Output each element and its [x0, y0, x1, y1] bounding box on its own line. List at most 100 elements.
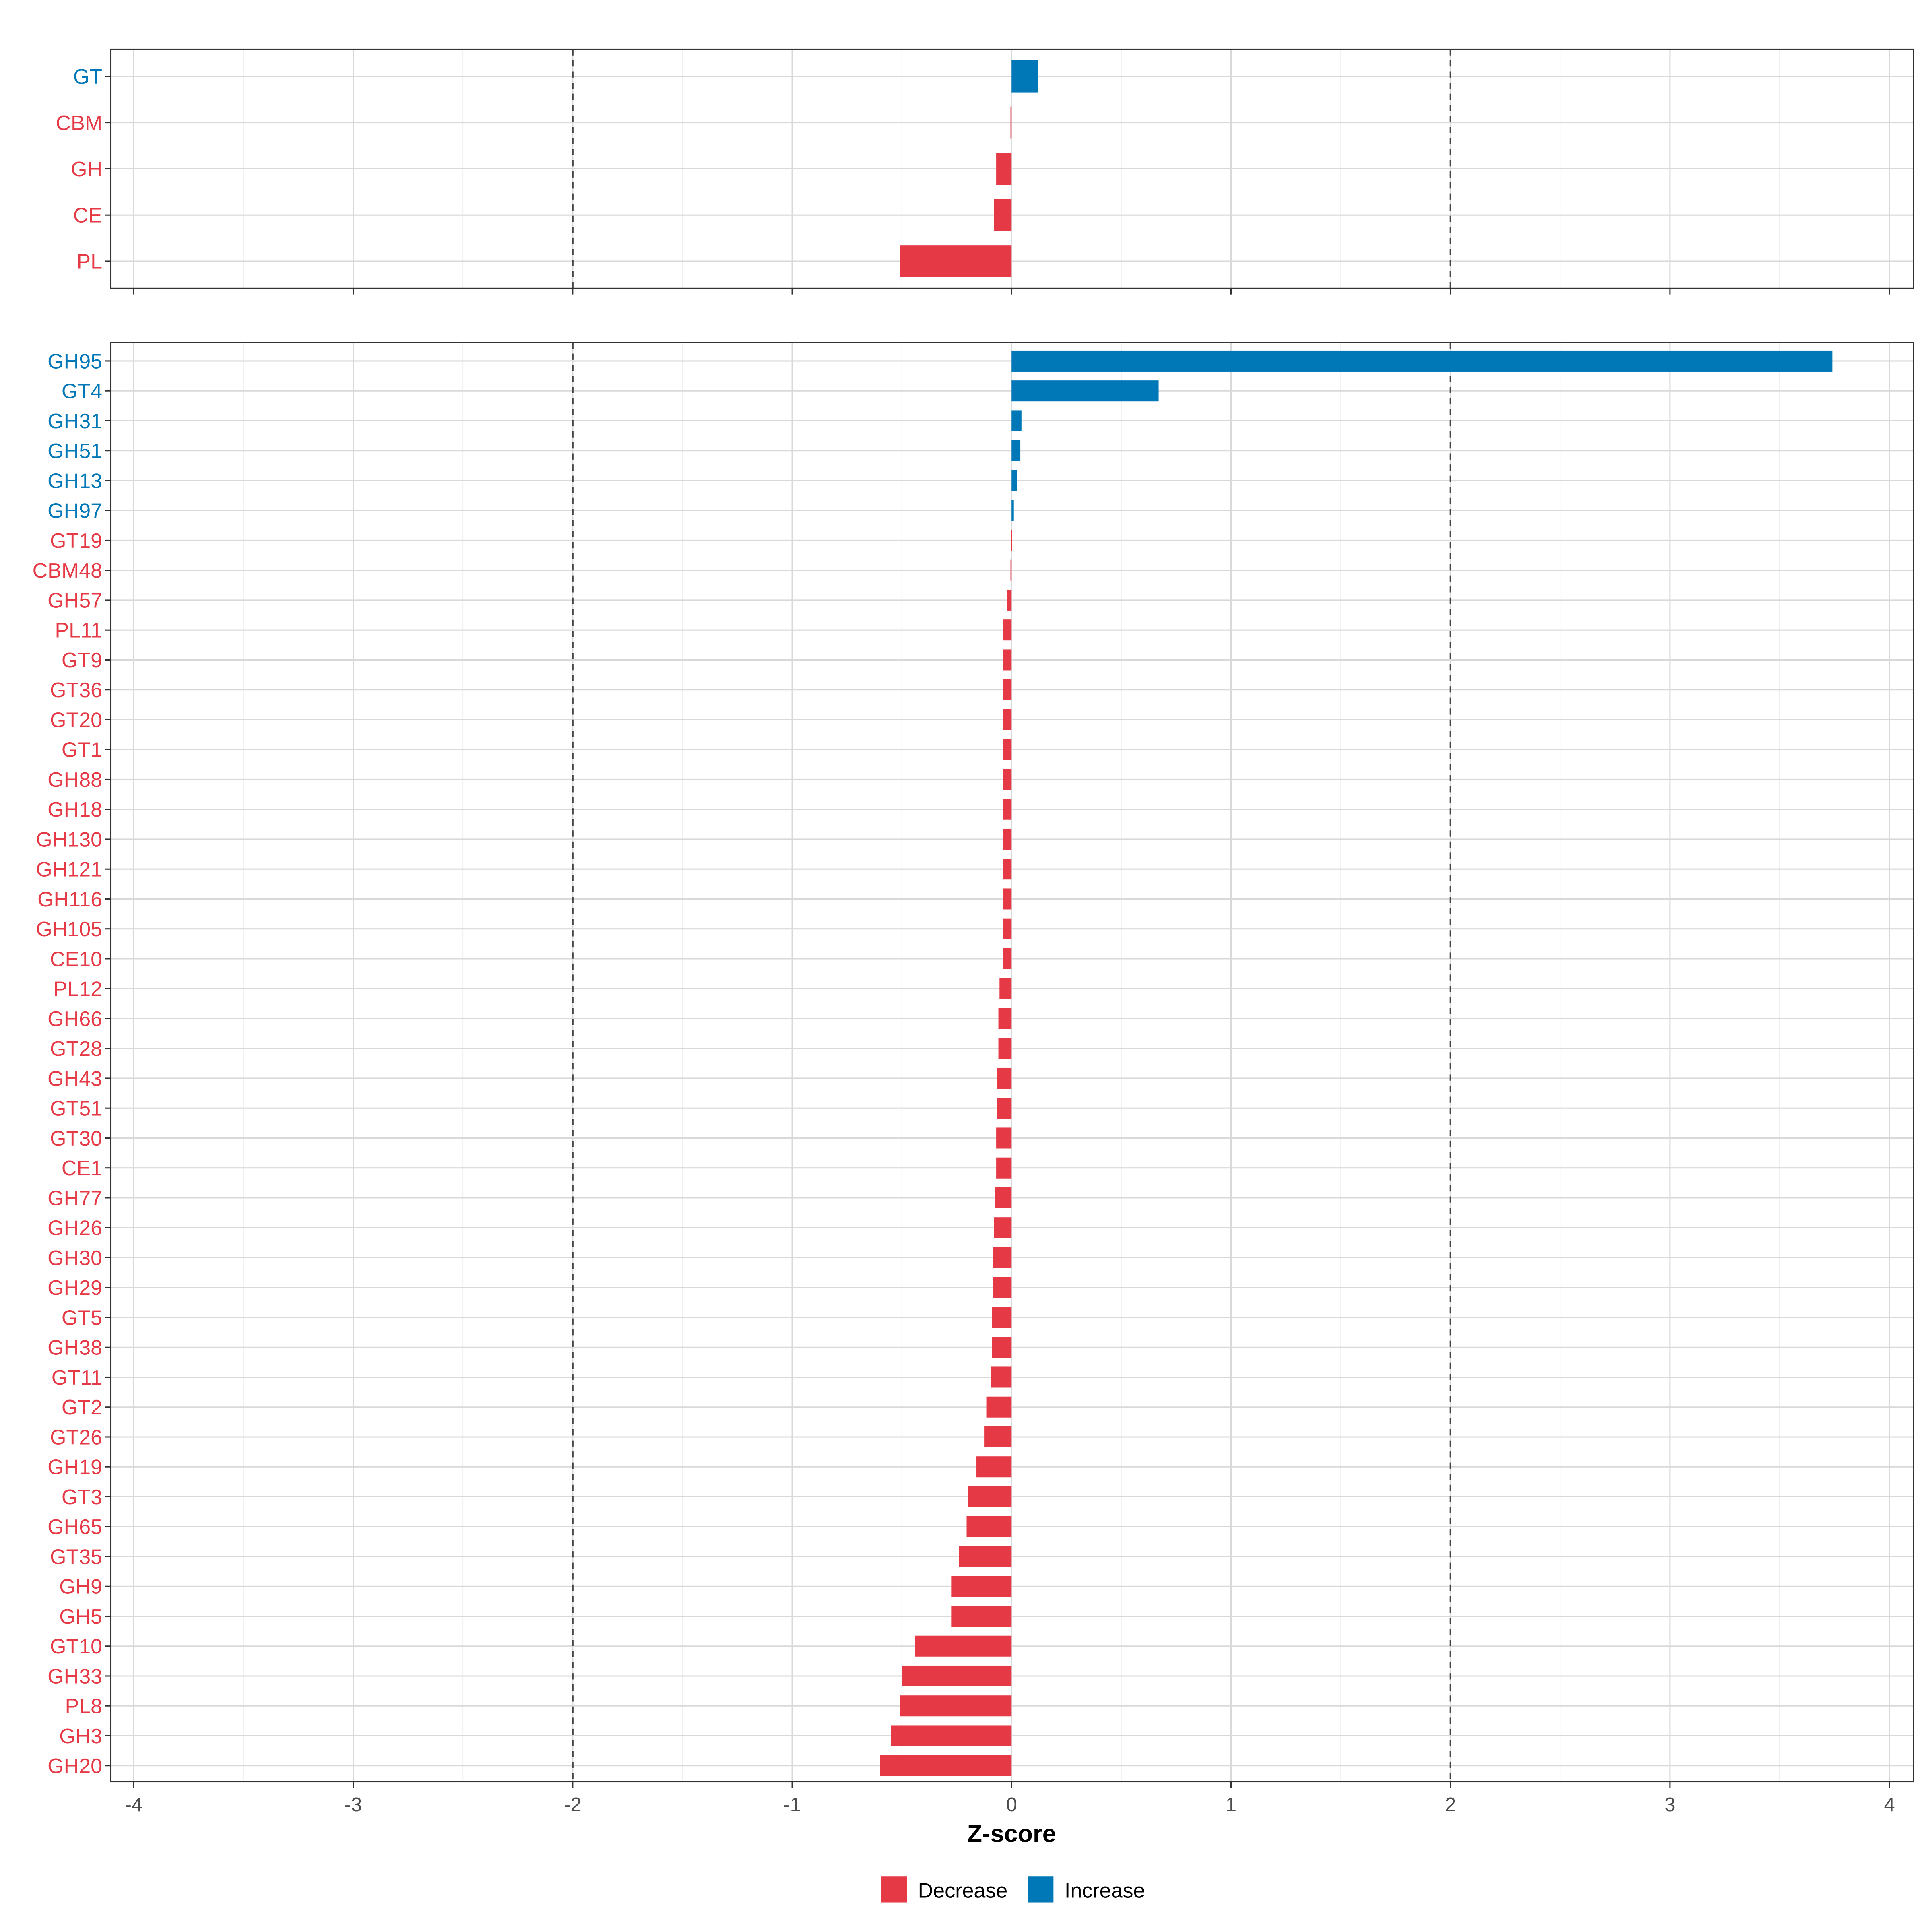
x-tick-label: -2 — [564, 1794, 582, 1816]
bar-PL — [900, 245, 1012, 277]
bar-GH116 — [1003, 888, 1012, 910]
top-panel: GT CBM GH CE PL — [56, 48, 1914, 295]
bar-GH9 — [951, 1576, 1012, 1597]
x-tick-label: 1 — [1226, 1794, 1236, 1816]
bar-GH29 — [993, 1277, 1012, 1298]
bar-GT5 — [992, 1307, 1012, 1328]
bar-GT — [1011, 60, 1038, 93]
legend-swatch-increase — [1028, 1876, 1054, 1903]
bar-GH38 — [992, 1337, 1012, 1358]
y-tick-label: GH43 — [47, 1067, 102, 1090]
y-tick-label: GT36 — [50, 679, 102, 702]
bar-GT2 — [986, 1396, 1012, 1418]
y-tick-label: CE10 — [50, 947, 102, 971]
y-tick-label: GH57 — [47, 589, 102, 612]
bar-GH95 — [1011, 350, 1833, 372]
y-tick-label: GH65 — [47, 1515, 102, 1539]
legend: Decrease Increase — [881, 1876, 1145, 1903]
bar-GT28 — [998, 1038, 1012, 1059]
bar-GH130 — [1003, 828, 1012, 850]
bar-GH77 — [995, 1187, 1012, 1208]
y-tick-label: GT30 — [50, 1127, 102, 1150]
bottom-panel: GH95 GT4 GH31 GH51 GH13 GH97 GT19 CBM48 GH57 PL11… — [33, 342, 1914, 1788]
bar-GH19 — [976, 1456, 1012, 1478]
y-tick-label: GH116 — [37, 888, 102, 911]
bar-GH65 — [966, 1516, 1012, 1537]
y-tick-label: GT9 — [62, 649, 102, 672]
y-tick-label: GH121 — [36, 858, 102, 881]
y-tick-label: GH18 — [47, 798, 102, 822]
y-tick-label: GH38 — [47, 1336, 102, 1360]
bar-GT36 — [1003, 679, 1012, 700]
y-tick-label: GT35 — [50, 1545, 102, 1569]
y-tick-label: GH51 — [47, 440, 102, 463]
legend-label-increase: Increase — [1065, 1879, 1145, 1902]
bar-PL12 — [999, 978, 1012, 999]
x-tick-label: -3 — [345, 1794, 362, 1816]
bar-GT19 — [1011, 530, 1012, 551]
y-tick-label: GT3 — [62, 1486, 102, 1509]
x-axis: -4 -3 -2 -1 0 1 2 3 4 — [125, 1794, 1895, 1816]
y-tick-label: GT4 — [62, 380, 102, 403]
y-tick-label: PL8 — [65, 1695, 102, 1718]
y-tick-label: GH77 — [47, 1187, 102, 1210]
y-tick-label: GH26 — [47, 1217, 102, 1240]
bar-GT10 — [915, 1635, 1012, 1657]
bar-GH51 — [1011, 440, 1021, 461]
bar-GT20 — [1003, 709, 1012, 730]
bar-GH5 — [951, 1606, 1012, 1627]
bar-GT11 — [991, 1366, 1012, 1388]
y-tick-label: GT51 — [50, 1097, 102, 1121]
bar-GH43 — [997, 1067, 1012, 1089]
y-tick-label: CE1 — [62, 1157, 102, 1180]
y-tick-label: GH33 — [47, 1665, 102, 1688]
bar-GH31 — [1011, 410, 1022, 431]
bar-GT30 — [996, 1127, 1012, 1149]
y-tick-label: GT1 — [62, 739, 102, 762]
bar-CBM — [1010, 106, 1012, 139]
bar-GT9 — [1003, 649, 1012, 671]
x-tick-label: -1 — [783, 1794, 801, 1816]
y-tick-label: CE — [73, 204, 102, 227]
bar-GH33 — [902, 1665, 1012, 1687]
y-tick-label: GT26 — [50, 1426, 102, 1449]
y-tick-label: GH9 — [59, 1575, 102, 1599]
bar-CE1 — [996, 1157, 1012, 1179]
y-tick-label: GH66 — [47, 1007, 102, 1031]
bar-GH88 — [1003, 769, 1012, 790]
y-tick-label: GH105 — [36, 918, 102, 941]
y-tick-label: GT19 — [50, 529, 102, 553]
y-tick-label: GT10 — [50, 1635, 102, 1658]
y-tick-label: GT — [73, 65, 102, 89]
bar-GT51 — [997, 1098, 1012, 1119]
y-tick-label: GT11 — [52, 1366, 102, 1389]
y-tick-label: GH95 — [47, 350, 102, 373]
bar-CE — [994, 199, 1012, 231]
bar-CBM48 — [1010, 559, 1012, 581]
x-tick-label: 3 — [1664, 1794, 1675, 1816]
bar-GH3 — [891, 1725, 1012, 1746]
bar-GH30 — [993, 1247, 1012, 1268]
y-tick-label: GH13 — [47, 469, 102, 493]
bar-GH66 — [998, 1008, 1012, 1029]
bar-GT35 — [959, 1546, 1012, 1567]
y-tick-label: GH19 — [47, 1456, 102, 1479]
y-tick-label: GH31 — [47, 410, 102, 433]
y-tick-label: GH97 — [47, 500, 102, 523]
y-tick-label: GT28 — [50, 1037, 102, 1061]
bar-GH13 — [1011, 470, 1017, 491]
y-tick-label: GH3 — [59, 1725, 102, 1748]
y-tick-label: GH29 — [47, 1276, 102, 1300]
legend-label-decrease: Decrease — [918, 1879, 1008, 1902]
bar-GH97 — [1011, 500, 1014, 521]
x-tick-label: 0 — [1006, 1794, 1017, 1816]
bar-GT4 — [1011, 380, 1159, 402]
bar-GH — [996, 153, 1012, 185]
y-tick-label: GT5 — [62, 1306, 102, 1329]
bar-PL8 — [900, 1695, 1012, 1717]
bar-GT3 — [968, 1486, 1012, 1507]
y-tick-label: GH — [71, 158, 102, 181]
bar-GH121 — [1003, 859, 1012, 880]
bar-GH26 — [994, 1217, 1012, 1238]
